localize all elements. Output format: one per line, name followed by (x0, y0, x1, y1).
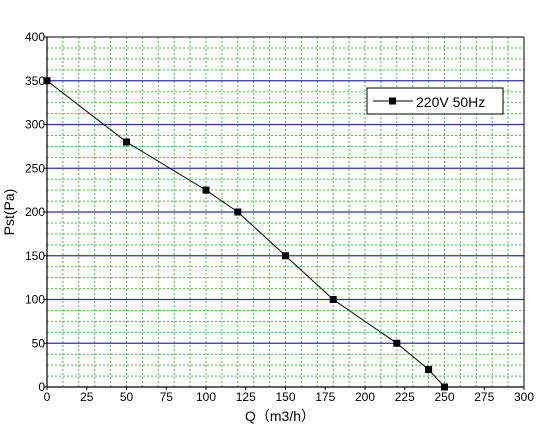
data-point-marker (43, 77, 51, 85)
legend-label: 220V 50Hz (416, 94, 485, 110)
y-tick-label: 250 (25, 161, 45, 175)
legend: 220V 50Hz (366, 87, 504, 115)
y-tick-label: 200 (25, 205, 45, 219)
y-tick-label: 350 (25, 74, 45, 88)
data-point-marker (329, 296, 337, 303)
y-tick-label: 0 (38, 380, 45, 394)
data-point-marker (425, 366, 433, 373)
x-tick-label: 250 (434, 390, 454, 404)
x-tick-label: 200 (355, 390, 375, 404)
x-tick-label: 100 (196, 390, 216, 404)
data-point-marker (234, 208, 242, 216)
x-axis-title: Q（m3/h） (245, 408, 315, 424)
data-point-marker (441, 383, 448, 391)
series-layer (43, 77, 448, 391)
x-tick-label: 175 (315, 390, 335, 404)
y-tick-label: 400 (25, 30, 45, 44)
y-tick-label: 100 (25, 293, 45, 307)
x-tick-label: 50 (120, 390, 134, 404)
y-tick-label: 300 (25, 118, 45, 132)
x-tick-label: 0 (44, 390, 51, 404)
y-axis-title: Pst(Pa) (1, 189, 17, 236)
data-point-marker (123, 138, 130, 146)
x-tick-label: 150 (275, 390, 295, 404)
x-tick-label: 275 (474, 390, 494, 404)
data-point-marker (282, 252, 289, 260)
grid-layer (47, 37, 524, 387)
data-point-marker (393, 339, 401, 347)
x-tick-label: 75 (160, 390, 174, 404)
y-tick-label: 50 (32, 336, 46, 350)
x-tick-label: 225 (395, 390, 415, 404)
x-tick-label: 300 (514, 390, 534, 404)
data-point-marker (202, 186, 210, 194)
x-tick-label: 25 (80, 390, 94, 404)
x-tick-label: 125 (236, 390, 256, 404)
legend-marker-icon (389, 97, 396, 105)
tick-labels: 0 25 50 75 100 125 150 175 200 225 250 275 300 0 50 100… (25, 30, 534, 404)
y-tick-label: 150 (25, 249, 45, 263)
